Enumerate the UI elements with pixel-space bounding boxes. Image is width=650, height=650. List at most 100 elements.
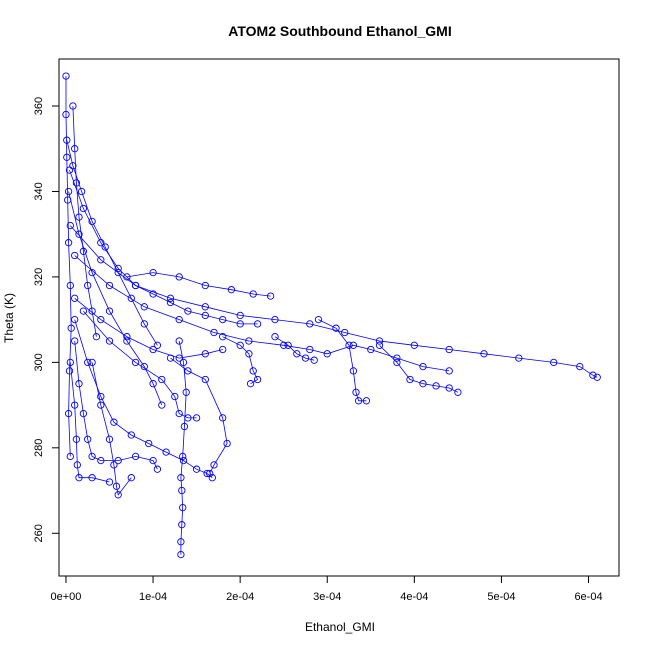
series-line — [222, 336, 259, 385]
series-line — [178, 340, 187, 555]
data-point — [66, 221, 74, 230]
data-point — [184, 307, 192, 315]
data-point — [445, 345, 453, 354]
x-axis-label: Ethanol_GMI — [305, 620, 375, 634]
data-point — [375, 337, 384, 345]
data-point — [352, 388, 360, 396]
data-point — [201, 303, 209, 311]
data-point — [153, 465, 162, 473]
data-point — [576, 362, 584, 371]
x-tick-label: 3e-04 — [313, 591, 341, 603]
data-point — [149, 345, 157, 354]
data-point — [123, 337, 131, 345]
data-point — [166, 354, 175, 362]
series-line — [318, 319, 367, 402]
data-point — [105, 281, 114, 290]
data-point — [88, 358, 96, 367]
data-series — [69, 102, 101, 341]
data-point — [293, 350, 301, 358]
data-point — [63, 153, 71, 161]
data-point — [219, 345, 227, 354]
data-point — [131, 452, 140, 461]
data-point — [114, 456, 122, 465]
data-point — [63, 136, 71, 144]
data-point — [332, 324, 340, 332]
series-line — [170, 357, 228, 474]
data-point — [71, 294, 79, 302]
data-point — [153, 341, 162, 349]
data-point — [72, 435, 81, 443]
data-point — [349, 367, 358, 375]
data-point — [393, 354, 401, 362]
data-point — [192, 414, 201, 422]
data-point — [341, 328, 349, 337]
data-point — [88, 452, 96, 461]
data-point — [140, 320, 148, 328]
data-point — [184, 367, 192, 375]
data-point — [88, 474, 96, 482]
data-point — [375, 341, 384, 349]
data-point — [177, 550, 185, 559]
data-series — [314, 315, 371, 405]
data-point — [112, 482, 121, 490]
data-series — [66, 358, 114, 486]
data-point — [166, 298, 175, 307]
series-line — [83, 310, 197, 419]
data-series — [271, 333, 318, 364]
data-series — [79, 307, 201, 422]
data-point — [480, 350, 488, 358]
data-point — [62, 72, 70, 80]
data-point — [192, 465, 201, 473]
data-point — [314, 315, 323, 324]
data-point — [71, 315, 79, 324]
y-tick-label: 280 — [33, 439, 45, 457]
data-point — [589, 371, 597, 379]
data-point — [105, 478, 114, 486]
x-tick-label: 6e-04 — [574, 591, 602, 603]
data-series — [64, 187, 166, 409]
data-point — [432, 382, 440, 390]
data-point — [393, 358, 401, 367]
data-point — [179, 358, 188, 367]
data-point — [149, 290, 157, 298]
data-point — [88, 307, 96, 315]
data-point — [114, 268, 122, 277]
series-layer — [62, 72, 601, 559]
y-axis-label: Theta (K) — [2, 293, 16, 343]
data-point — [75, 230, 83, 238]
data-point — [367, 345, 375, 354]
data-point — [349, 341, 358, 349]
data-point — [515, 354, 523, 362]
data-point — [175, 273, 183, 281]
data-point — [97, 256, 105, 264]
data-point — [178, 486, 186, 495]
data-point — [550, 358, 558, 367]
data-point — [123, 333, 131, 341]
data-point — [175, 409, 183, 418]
data-point — [79, 204, 88, 213]
data-point — [201, 350, 209, 358]
series-line — [66, 140, 158, 346]
y-tick-label: 320 — [33, 268, 45, 286]
data-point — [149, 456, 157, 465]
data-point — [445, 384, 453, 392]
data-point — [65, 367, 74, 375]
data-point — [67, 324, 75, 332]
data-point — [123, 273, 131, 281]
series-line — [74, 255, 450, 372]
data-point — [236, 341, 244, 349]
data-point — [131, 281, 140, 290]
data-point — [64, 409, 73, 418]
data-series — [71, 251, 453, 375]
data-series — [71, 294, 227, 362]
data-point — [131, 358, 140, 367]
data-point — [179, 456, 188, 465]
data-point — [177, 474, 185, 482]
data-point — [105, 307, 114, 315]
data-point — [593, 373, 601, 381]
data-point — [362, 397, 371, 405]
data-point — [310, 356, 318, 364]
data-point — [179, 503, 187, 512]
data-point — [79, 409, 88, 418]
